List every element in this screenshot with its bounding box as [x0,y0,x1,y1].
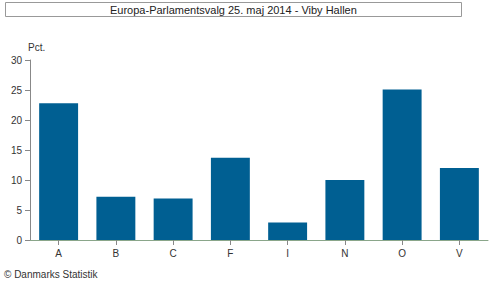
svg-text:A: A [55,248,62,259]
svg-text:Pct.: Pct. [28,42,45,53]
svg-text:25: 25 [11,85,23,96]
svg-text:15: 15 [11,145,23,156]
svg-text:O: O [398,248,406,259]
svg-text:I: I [286,248,289,259]
svg-text:C: C [170,248,177,259]
svg-text:N: N [341,248,348,259]
svg-text:30: 30 [11,55,23,66]
svg-text:F: F [227,248,233,259]
svg-text:10: 10 [11,175,23,186]
svg-text:0: 0 [16,235,22,246]
svg-text:V: V [456,248,463,259]
svg-text:20: 20 [11,115,23,126]
svg-text:5: 5 [16,205,22,216]
svg-text:Europa-Parlamentsvalg 25. maj: Europa-Parlamentsvalg 25. maj 2014 - Vib… [110,4,357,16]
svg-text:B: B [113,248,120,259]
svg-text:© Danmarks Statistik: © Danmarks Statistik [4,269,99,280]
